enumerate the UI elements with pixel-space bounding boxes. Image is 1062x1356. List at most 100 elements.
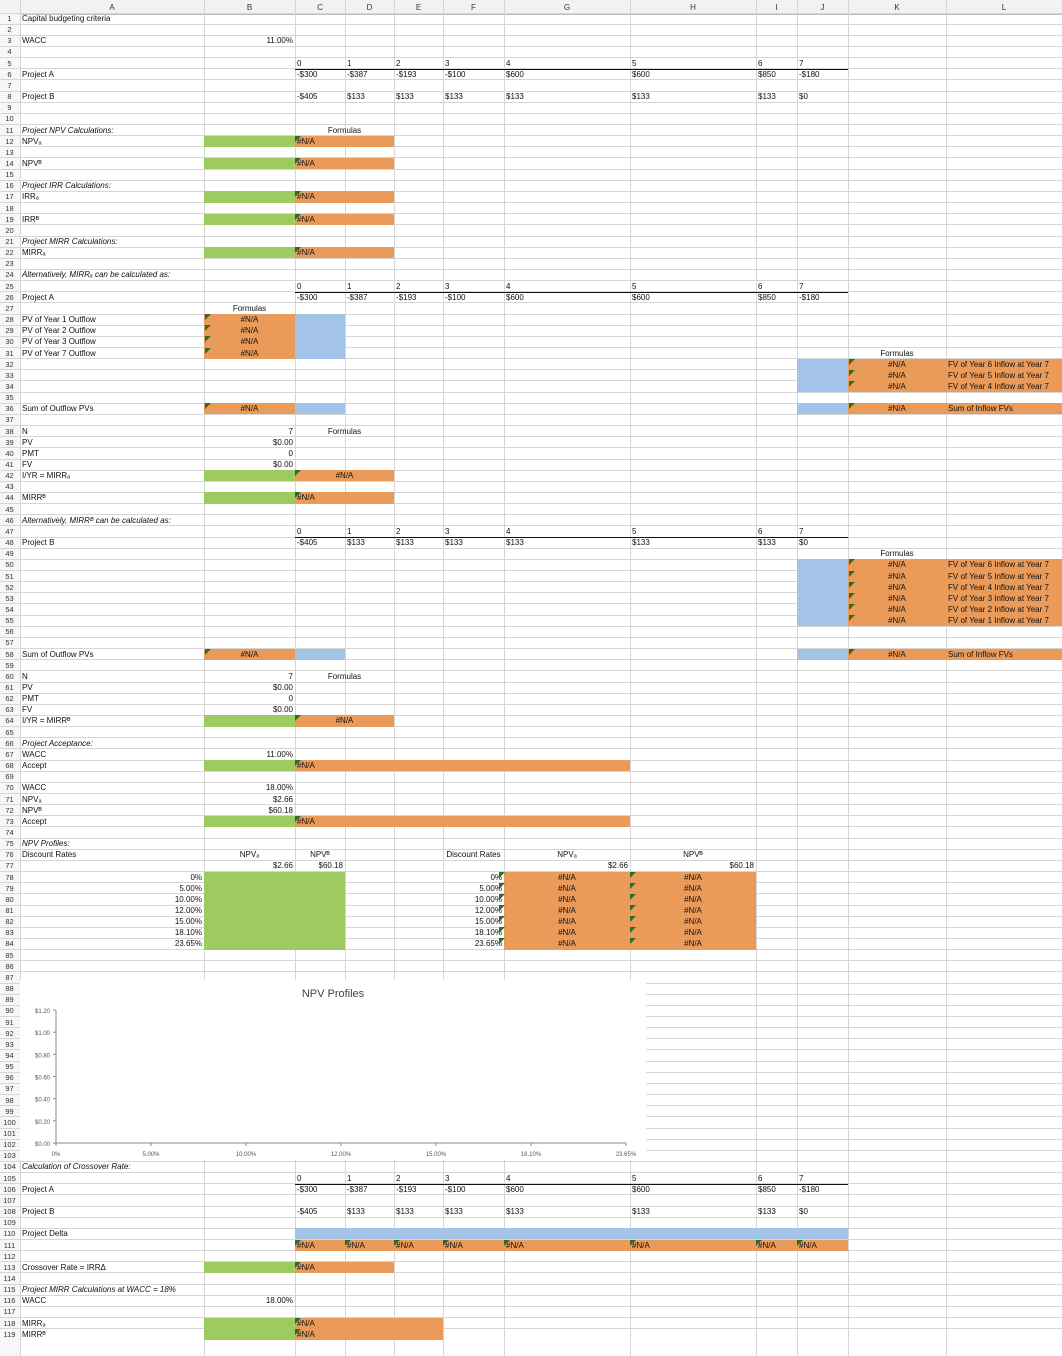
year-header[interactable]: 2 <box>396 526 401 536</box>
cash-flow[interactable]: $600 <box>632 69 650 79</box>
answer-cell[interactable] <box>295 1228 848 1240</box>
section-title[interactable]: Alternatively, MIRRᴮ can be calculated a… <box>22 515 171 525</box>
row-header[interactable]: 60 <box>5 671 14 681</box>
year-header[interactable]: 7 <box>799 526 804 536</box>
cash-flow[interactable]: $133 <box>506 1207 524 1217</box>
row-header[interactable]: 54 <box>5 604 14 614</box>
row-header[interactable]: 117 <box>3 1307 16 1317</box>
answer-cell[interactable] <box>797 358 848 393</box>
formula-cell[interactable] <box>848 358 946 393</box>
row-header[interactable]: 76 <box>5 850 14 860</box>
year-header[interactable]: 0 <box>297 281 302 291</box>
row-header[interactable]: 8 <box>7 92 12 102</box>
row-header[interactable]: 111 <box>3 1240 16 1250</box>
inflow-label[interactable]: FV of Year 2 Inflow at Year 7 <box>948 604 1049 614</box>
cash-flow[interactable]: -$405 <box>297 92 318 102</box>
accept-formula[interactable]: #N/A <box>297 761 315 771</box>
column-header[interactable]: E <box>415 3 422 12</box>
row-header[interactable]: 74 <box>5 827 14 837</box>
row-header[interactable]: 36 <box>5 404 14 414</box>
npv-b-profile[interactable]: #N/A <box>684 872 702 882</box>
row-header[interactable]: 33 <box>5 370 14 380</box>
column-header[interactable]: C <box>317 3 323 12</box>
year-header[interactable]: 3 <box>445 281 450 291</box>
answer-cell[interactable] <box>295 648 345 660</box>
row-header[interactable]: 25 <box>5 281 14 291</box>
discount-rate[interactable]: 12.00% <box>174 906 202 915</box>
outflow-label[interactable]: PV of Year 1 Outflow <box>22 315 96 325</box>
row-header[interactable]: 72 <box>5 805 14 815</box>
row-header[interactable]: 41 <box>5 460 14 469</box>
column-header[interactable]: F <box>471 3 476 12</box>
npv-b-label[interactable]: NPVᴮ <box>22 158 42 168</box>
sum-inflow-formula[interactable]: #N/A <box>888 404 906 414</box>
column-header[interactable]: A <box>109 3 115 12</box>
row-header[interactable]: 87 <box>5 972 14 982</box>
year-header[interactable]: 7 <box>799 281 804 291</box>
input-cell[interactable] <box>204 492 295 504</box>
crossover-formula[interactable]: #N/A <box>297 1262 315 1272</box>
cash-flow[interactable]: -$387 <box>347 1184 368 1194</box>
npv-b-profile[interactable]: #N/A <box>684 906 702 915</box>
wacc-label[interactable]: WACC <box>22 1296 47 1306</box>
cash-flow[interactable]: -$193 <box>396 292 417 302</box>
formula-cell[interactable] <box>295 213 394 225</box>
answer-cell[interactable] <box>797 403 848 415</box>
npv-a-profile[interactable]: #N/A <box>558 906 576 915</box>
cash-flow[interactable]: $600 <box>506 1184 524 1194</box>
delta-formula[interactable]: #N/A <box>297 1240 315 1250</box>
tvm-value[interactable]: 0 <box>288 694 293 704</box>
discount-rate[interactable]: 10.00% <box>474 894 502 904</box>
year-header[interactable]: 2 <box>396 1173 401 1183</box>
row-header[interactable]: 64 <box>5 716 14 726</box>
row-header[interactable]: 86 <box>5 961 14 971</box>
row-header[interactable]: 1 <box>7 14 12 23</box>
inflow-formula[interactable]: #N/A <box>888 359 906 369</box>
formula-cell[interactable] <box>295 470 394 482</box>
column-header[interactable]: L <box>1001 3 1007 12</box>
year-header[interactable]: 0 <box>297 1173 302 1183</box>
cash-flow[interactable]: -$180 <box>799 292 820 302</box>
cash-flow[interactable]: $600 <box>632 292 650 302</box>
year-header[interactable]: 7 <box>799 58 804 68</box>
npv-a-profile[interactable]: #N/A <box>558 872 576 882</box>
inflow-formula[interactable]: #N/A <box>888 571 906 581</box>
row-header[interactable]: 49 <box>5 549 14 559</box>
delta-formula[interactable]: #N/A <box>347 1240 365 1250</box>
inflow-formula[interactable]: #N/A <box>888 582 906 592</box>
row-header[interactable]: 51 <box>5 571 14 581</box>
cash-flow[interactable]: $133 <box>347 92 365 102</box>
row-header[interactable]: 29 <box>5 326 14 336</box>
cash-flow[interactable]: $0 <box>799 538 808 548</box>
year-header[interactable]: 6 <box>758 526 763 536</box>
wacc-value[interactable]: 18.00% <box>265 783 293 793</box>
row-header[interactable]: 43 <box>5 482 14 492</box>
inflow-formula[interactable]: #N/A <box>888 616 906 626</box>
delta-formula[interactable]: #N/A <box>758 1240 776 1250</box>
year-header[interactable]: 5 <box>632 1173 637 1183</box>
npv-profiles-chart[interactable]: NPV Profiles $0.00 $0.20 $0.40 $0.60 $0.80 $1.… <box>20 980 646 1160</box>
npv-a-value[interactable]: $2.66 <box>607 861 628 871</box>
cash-flow[interactable]: $133 <box>347 1207 365 1217</box>
year-header[interactable]: 5 <box>632 58 637 68</box>
row-header[interactable]: 81 <box>5 906 14 915</box>
npv-b-profile[interactable]: #N/A <box>684 883 702 893</box>
discount-rate[interactable]: 12.00% <box>474 906 502 915</box>
mirr-a-formula[interactable]: #N/A <box>297 248 315 258</box>
row-header[interactable]: 20 <box>5 225 14 235</box>
formula-cell[interactable] <box>848 559 946 627</box>
answer-cell[interactable] <box>797 648 848 660</box>
discount-rate[interactable]: 0% <box>190 872 202 882</box>
outflow-label[interactable]: PV of Year 2 Outflow <box>22 326 96 336</box>
cash-flow[interactable]: $850 <box>758 69 776 79</box>
project-label[interactable]: Project A <box>22 69 55 79</box>
year-header[interactable]: 1 <box>347 58 352 68</box>
section-title[interactable]: Calculation of Crossover Rate: <box>22 1162 131 1172</box>
section-title[interactable]: Alternatively, MIRRₐ can be calculated a… <box>22 270 171 280</box>
row-header[interactable]: 21 <box>5 237 14 246</box>
npv-b-value[interactable]: $60.18 <box>729 861 754 871</box>
project-label[interactable]: Project A <box>22 292 55 302</box>
outflow-formula[interactable]: #N/A <box>240 348 259 358</box>
tvm-value[interactable]: $0.00 <box>272 460 293 469</box>
